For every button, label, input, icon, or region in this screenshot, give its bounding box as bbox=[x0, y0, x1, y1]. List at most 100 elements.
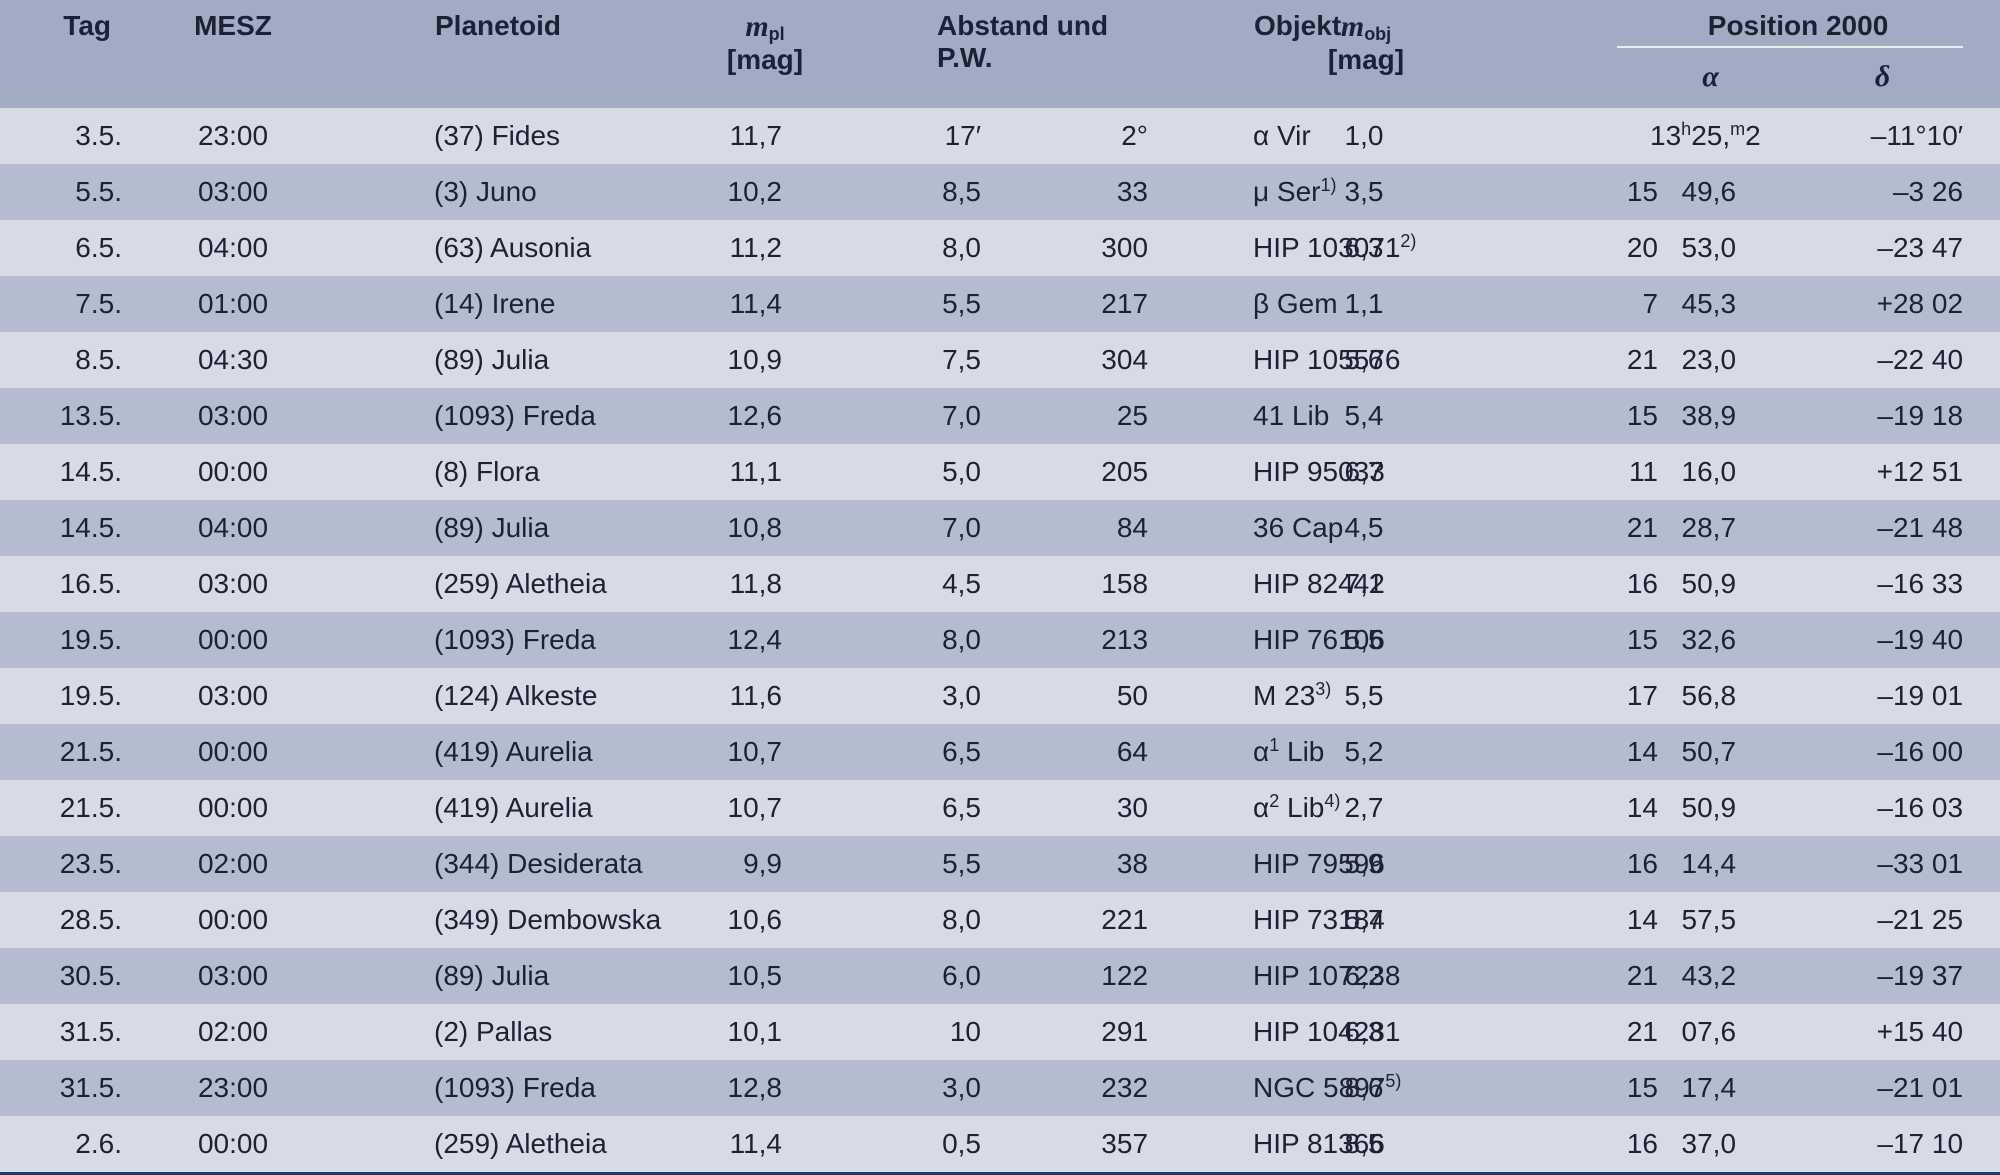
cell-tag: 16.5. bbox=[0, 556, 124, 612]
cell-ra: 20 53,0 bbox=[1616, 220, 1806, 276]
cell-planetoid: (259) Aletheia bbox=[342, 1116, 607, 1175]
table-body: 3.5. 23:00 (37) Fides 11,7 17′ 2° α Vir 1,0 13h2… bbox=[0, 108, 2000, 1175]
cell-pw: 122 bbox=[995, 948, 1161, 1004]
cell-ra: 21 28,7 bbox=[1616, 500, 1806, 556]
cell-planetoid: (2) Pallas bbox=[342, 1004, 592, 1060]
m-pl-subscript: pl bbox=[768, 24, 785, 44]
cell-tag: 31.5. bbox=[0, 1004, 124, 1060]
cell-planetoid: (14) Irene bbox=[342, 276, 592, 332]
cell-tag: 13.5. bbox=[0, 388, 124, 444]
cell-abstand: 7,0 bbox=[850, 500, 995, 556]
cell-m-obj: 6,3 bbox=[1345, 220, 1617, 276]
table-row: 23.5. 02:00 (344) Desiderata 9,9 5,5 38 HIP 79… bbox=[0, 836, 2000, 892]
cell-planetoid: (1093) Freda bbox=[342, 388, 596, 444]
cell-planetoid: (89) Julia bbox=[342, 500, 592, 556]
cell-pw: 205 bbox=[995, 444, 1161, 500]
table-row: 3.5. 23:00 (37) Fides 11,7 17′ 2° α Vir 1,0 13h2… bbox=[0, 108, 2000, 164]
table-row: 8.5. 04:30 (89) Julia 10,9 7,5 304 HIP 105576 5… bbox=[0, 332, 2000, 388]
cell-tag: 21.5. bbox=[0, 724, 124, 780]
cell-mesz: 00:00 bbox=[124, 780, 342, 836]
cell-objekt: HIP 105576 bbox=[1160, 332, 1521, 388]
header-delta: δ bbox=[1805, 59, 2000, 108]
cell-m-obj: 3,5 bbox=[1345, 164, 1617, 220]
cell-pw: 38 bbox=[995, 836, 1161, 892]
cell-objekt: HIP 79596 bbox=[1160, 836, 1521, 892]
cell-ra: 21 43,2 bbox=[1616, 948, 1806, 1004]
cell-tag: 31.5. bbox=[0, 1060, 124, 1116]
cell-objekt: 36 Cap bbox=[1160, 500, 1521, 556]
cell-tag: 7.5. bbox=[0, 276, 124, 332]
cell-tag: 6.5. bbox=[0, 220, 124, 276]
table-row: 21.5. 00:00 (419) Aurelia 10,7 6,5 30 α2 Lib4)… bbox=[0, 780, 2000, 836]
cell-tag: 19.5. bbox=[0, 612, 124, 668]
cell-objekt: HIP 104281 bbox=[1160, 1004, 1521, 1060]
cell-ra: 15 17,4 bbox=[1616, 1060, 1806, 1116]
cell-mesz: 04:30 bbox=[124, 332, 342, 388]
cell-dec: –17 10 bbox=[1805, 1116, 2000, 1175]
cell-ra: 14 50,9 bbox=[1616, 780, 1806, 836]
cell-mesz: 04:00 bbox=[124, 220, 342, 276]
cell-abstand: 0,5 bbox=[850, 1116, 995, 1175]
cell-m-obj: 1,0 bbox=[1345, 108, 1617, 164]
table-header: Tag MESZ Planetoid mpl [mag] Abstand und… bbox=[0, 0, 2000, 108]
cell-mesz: 03:00 bbox=[124, 668, 342, 724]
cell-m-obj: 6,7 bbox=[1345, 444, 1617, 500]
cell-planetoid: (89) Julia bbox=[342, 332, 592, 388]
cell-m-pl: 11,8 bbox=[592, 556, 850, 612]
m-pl-symbol: m bbox=[745, 10, 769, 43]
cell-m-obj: 2,7 bbox=[1345, 780, 1617, 836]
table-row: 19.5. 03:00 (124) Alkeste 11,6 3,0 50 M 233) 5,… bbox=[0, 668, 2000, 724]
cell-planetoid: (259) Aletheia bbox=[342, 556, 607, 612]
cell-m-pl: 12,8 bbox=[592, 1060, 850, 1116]
cell-tag: 5.5. bbox=[0, 164, 124, 220]
position-underline bbox=[1617, 46, 1964, 48]
table-row: 13.5. 03:00 (1093) Freda 12,6 7,0 25 41 Lib 5,4… bbox=[0, 388, 2000, 444]
cell-objekt: 41 Lib bbox=[1160, 388, 1521, 444]
cell-ra: 21 23,0 bbox=[1616, 332, 1806, 388]
cell-objekt: β Gem bbox=[1160, 276, 1521, 332]
header-position-2000: Position 2000 bbox=[1616, 0, 2000, 59]
cell-ra: 17 56,8 bbox=[1616, 668, 1806, 724]
cell-abstand: 3,0 bbox=[850, 668, 995, 724]
cell-m-pl: 12,6 bbox=[592, 388, 850, 444]
cell-ra: 16 50,9 bbox=[1616, 556, 1806, 612]
cell-pw: 50 bbox=[995, 668, 1161, 724]
table-row: 14.5. 00:00 (8) Flora 11,1 5,0 205 HIP 95033 6,… bbox=[0, 444, 2000, 500]
cell-pw: 221 bbox=[995, 892, 1161, 948]
cell-abstand: 3,0 bbox=[850, 1060, 995, 1116]
cell-ra: 16 37,0 bbox=[1616, 1116, 1806, 1175]
cell-m-pl: 11,2 bbox=[592, 220, 850, 276]
cell-tag: 2.6. bbox=[0, 1116, 124, 1175]
cell-ra: 15 49,6 bbox=[1616, 164, 1806, 220]
header-planetoid: Planetoid bbox=[342, 0, 592, 108]
cell-m-pl: 10,7 bbox=[592, 780, 850, 836]
cell-m-pl: 10,6 bbox=[592, 892, 850, 948]
table-row: 31.5. 02:00 (2) Pallas 10,1 10 291 HIP 104281 6… bbox=[0, 1004, 2000, 1060]
m-obj-subscript: obj bbox=[1364, 24, 1392, 44]
cell-mesz: 23:00 bbox=[124, 1060, 342, 1116]
cell-ra: 15 38,9 bbox=[1616, 388, 1806, 444]
cell-mesz: 03:00 bbox=[124, 164, 342, 220]
cell-m-pl: 10,8 bbox=[592, 500, 850, 556]
cell-m-obj: 5,7 bbox=[1345, 892, 1617, 948]
cell-m-pl: 9,9 bbox=[592, 836, 850, 892]
cell-objekt: NGC 58975) bbox=[1160, 1060, 1521, 1116]
cell-abstand: 8,0 bbox=[850, 220, 995, 276]
cell-dec: +12 51 bbox=[1805, 444, 2000, 500]
cell-abstand: 8,0 bbox=[850, 612, 995, 668]
cell-objekt: μ Ser1) bbox=[1160, 164, 1521, 220]
cell-abstand: 17′ bbox=[850, 108, 995, 164]
cell-abstand: 5,5 bbox=[850, 276, 995, 332]
cell-tag: 28.5. bbox=[0, 892, 124, 948]
cell-ra: 14 57,5 bbox=[1616, 892, 1806, 948]
table-row: 19.5. 00:00 (1093) Freda 12,4 8,0 213 HIP 7610… bbox=[0, 612, 2000, 668]
cell-m-obj: 8,5 bbox=[1345, 1116, 1617, 1175]
cell-m-pl: 10,7 bbox=[592, 724, 850, 780]
cell-dec: –16 33 bbox=[1805, 556, 2000, 612]
header-mesz: MESZ bbox=[124, 0, 342, 108]
cell-pw: 291 bbox=[995, 1004, 1161, 1060]
header-m-pl: mpl [mag] bbox=[592, 0, 850, 108]
table-row: 21.5. 00:00 (419) Aurelia 10,7 6,5 64 α1 Lib 5,… bbox=[0, 724, 2000, 780]
table-row: 5.5. 03:00 (3) Juno 10,2 8,5 33 μ Ser1) 3,5 15 49… bbox=[0, 164, 2000, 220]
